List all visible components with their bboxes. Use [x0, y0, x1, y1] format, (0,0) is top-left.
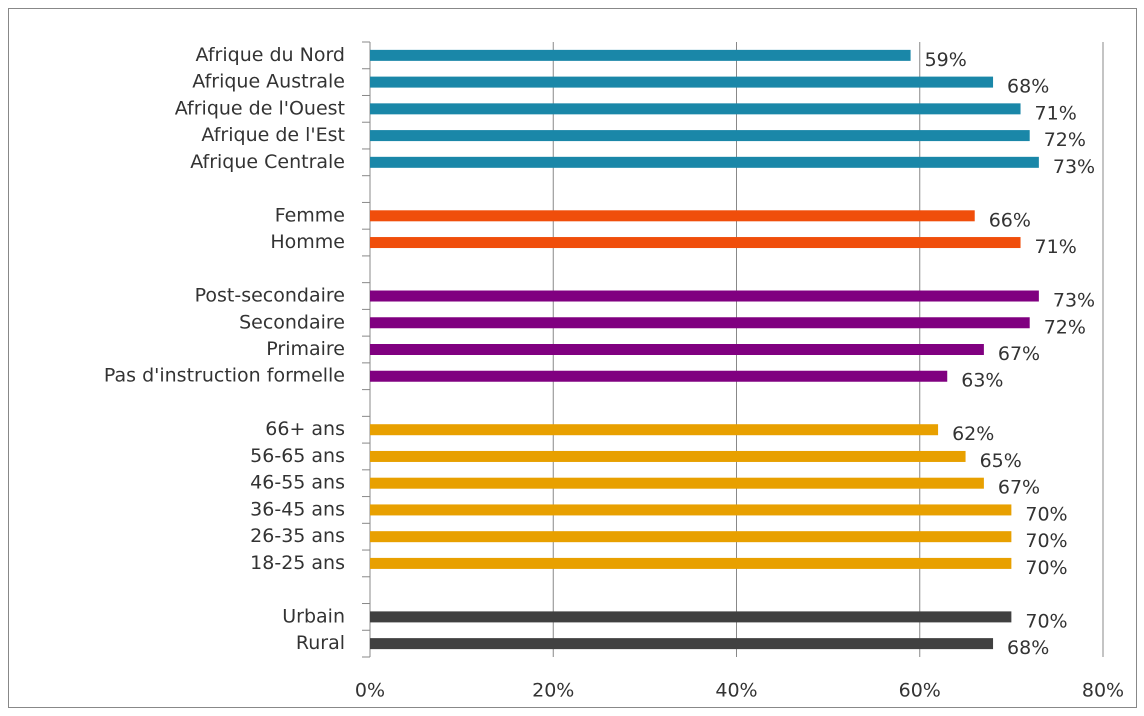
category-label: 36-45 ans [250, 498, 345, 520]
category-label: Urbain [282, 605, 345, 627]
bar [370, 531, 1012, 543]
category-label: Afrique de l'Ouest [175, 97, 345, 119]
value-label: 68% [1007, 76, 1049, 98]
value-label: 73% [1053, 156, 1095, 178]
x-tick-label: 80% [1082, 680, 1124, 702]
value-label: 70% [1025, 530, 1067, 552]
bar [370, 290, 1039, 302]
category-label: Pas d'instruction formelle [104, 365, 345, 387]
value-label: 70% [1025, 610, 1067, 632]
value-label: 62% [952, 423, 994, 445]
category-label: 66+ ans [265, 418, 345, 440]
bar [370, 611, 1012, 623]
value-label: 68% [1007, 637, 1049, 659]
category-label: 18-25 ans [250, 552, 345, 574]
value-label: 65% [980, 450, 1022, 472]
category-label: Afrique de l'Est [201, 124, 345, 146]
value-label: 73% [1053, 290, 1095, 312]
value-label: 70% [1025, 557, 1067, 579]
x-tick-label: 20% [532, 680, 574, 702]
value-label: 70% [1025, 503, 1067, 525]
category-label: Afrique Australe [192, 71, 345, 93]
value-label: 67% [998, 343, 1040, 365]
bar [370, 370, 948, 382]
category-label: Secondaire [239, 311, 345, 333]
x-tick-label: 0% [355, 680, 385, 702]
value-label: 59% [925, 49, 967, 71]
value-label: 67% [998, 477, 1040, 499]
bar [370, 49, 911, 61]
bar [370, 210, 975, 222]
value-label: 72% [1044, 316, 1086, 338]
value-label: 71% [1035, 236, 1077, 258]
chart-border [8, 8, 1137, 708]
bar [370, 424, 939, 436]
bar [370, 76, 994, 88]
category-label: 46-55 ans [250, 472, 345, 494]
x-tick-label: 40% [715, 680, 757, 702]
value-label: 66% [989, 209, 1031, 231]
category-label: Primaire [266, 338, 345, 360]
bar [370, 477, 984, 489]
bar [370, 450, 966, 462]
bar [370, 103, 1021, 115]
value-label: 71% [1035, 102, 1077, 124]
category-label: Homme [270, 231, 345, 253]
category-label: Rural [296, 632, 345, 654]
bar [370, 130, 1030, 142]
x-tick-label: 60% [899, 680, 941, 702]
bar [370, 156, 1039, 168]
category-label: Post-secondaire [195, 285, 345, 307]
value-label: 72% [1044, 129, 1086, 151]
bar [370, 557, 1012, 569]
category-label: Afrique Centrale [190, 151, 345, 173]
category-label: Afrique du Nord [196, 44, 345, 66]
bar [370, 317, 1030, 329]
bar [370, 638, 994, 650]
bar [370, 237, 1021, 249]
category-label: Femme [275, 204, 345, 226]
category-label: 26-35 ans [250, 525, 345, 547]
bar [370, 504, 1012, 516]
category-label: 56-65 ans [250, 445, 345, 467]
value-label: 63% [961, 370, 1003, 392]
bar [370, 344, 984, 355]
